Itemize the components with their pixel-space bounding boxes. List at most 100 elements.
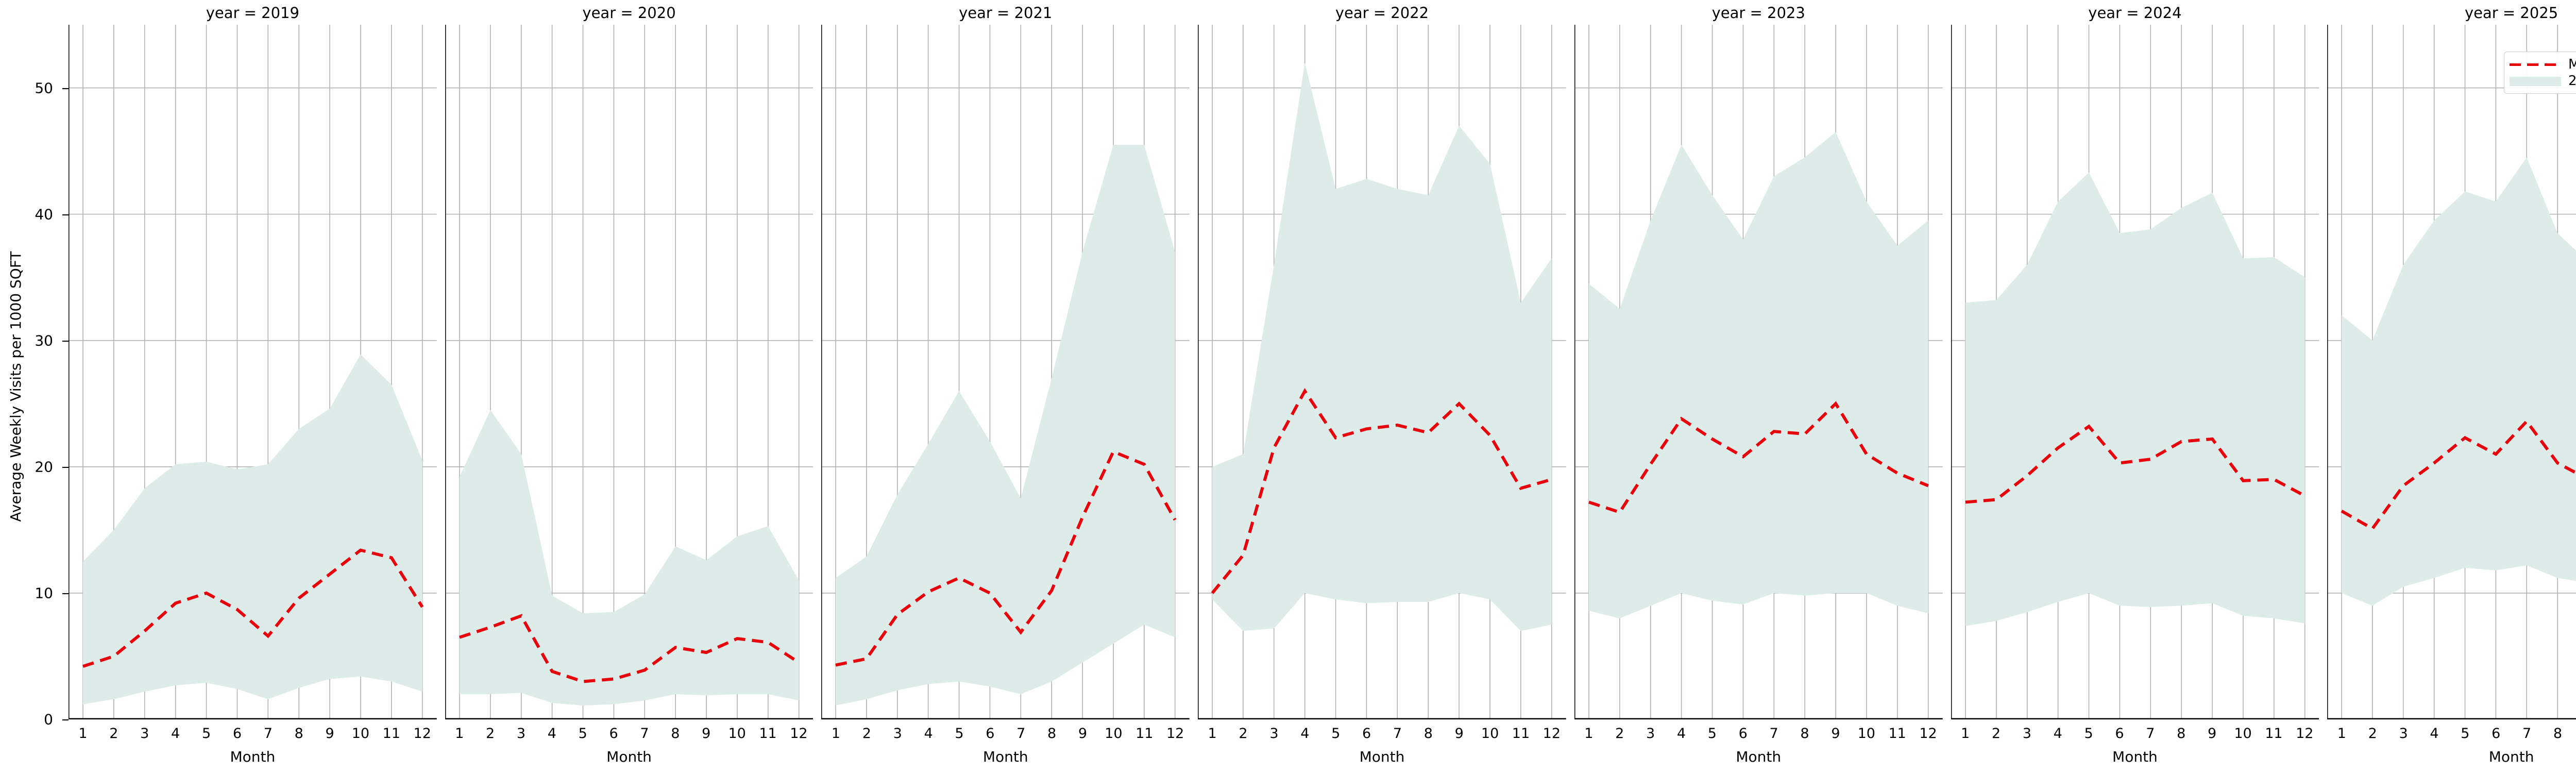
x-tick-label: 11 [759,726,777,742]
plot-area-2023 [1574,25,1943,719]
panel-title-2021: year = 2021 [959,4,1053,22]
y-tick-mark [62,88,69,89]
x-tick-label: 4 [1300,726,1310,742]
x-tick-label: 6 [232,726,242,742]
x-tick-label: 2 [862,726,871,742]
legend[interactable]: Median 25th-75th Percentile [2504,52,2576,94]
x-tick-label: 10 [728,726,746,742]
panel-title-2025: year = 2025 [2465,4,2558,22]
median-line-2025 [2341,418,2576,531]
x-tick-label: 2 [109,726,118,742]
panel-title-2019: year = 2019 [206,4,299,22]
percentile-band-2020 [459,410,799,706]
median-line-2020 [459,614,800,683]
y-tick-label: 30 [35,332,53,349]
x-tick-label: 8 [1047,726,1057,742]
x-tick-label: 4 [547,726,556,742]
x-tick-label: 5 [955,726,964,742]
x-tick-label: 4 [2430,726,2439,742]
legend-label-median: Median [2568,57,2576,72]
x-tick-label: 7 [2146,726,2155,742]
x-tick-label: 5 [578,726,587,742]
x-tick-label: 3 [2399,726,2408,742]
y-tick-mark [62,719,69,720]
median-line-2022 [1211,388,1552,594]
panel-title-2024: year = 2024 [2088,4,2182,22]
y-tick-mark [62,340,69,342]
y-tick-mark [62,214,69,215]
x-tick-label: 5 [1707,726,1717,742]
x-tick-label: 12 [2296,726,2314,742]
facet-panel-2024: year = 2024 1 2 3 4 5 6 7 8 9 10 11 12 Month [1951,0,2319,773]
percentile-band-2023 [1588,132,1928,618]
x-axis-label: Month [230,748,276,765]
x-tick-label: 3 [516,726,526,742]
facet-panel-2025: year = 2025123456789101112Month [2327,0,2576,773]
plot-area-2024 [1951,25,2319,719]
x-tick-label: 6 [1738,726,1748,742]
x-tick-label: 6 [2492,726,2501,742]
x-tick-label: 1 [1208,726,1217,742]
x-tick-label: 12 [1166,726,1184,742]
x-tick-label: 7 [263,726,273,742]
plot-svg [69,25,437,719]
x-tick-label: 6 [986,726,995,742]
plot-svg [445,25,814,719]
x-tick-label: 11 [1136,726,1154,742]
x-axis-label: Month [606,748,652,765]
median-line-2021 [835,449,1177,667]
x-tick-label: 4 [924,726,933,742]
x-tick-label: 2 [2368,726,2377,742]
x-tick-label: 10 [1105,726,1123,742]
x-tick-label: 5 [201,726,211,742]
x-tick-label: 11 [1888,726,1906,742]
x-axis-label: Month [1736,748,1782,765]
facet-panel-2022: year = 2022 1 2 3 4 5 6 7 8 9 10 11 12 Month [1198,0,1566,773]
x-tick-label: 4 [2053,726,2062,742]
x-tick-label: 2 [1615,726,1624,742]
x-axis-label: Month [1359,748,1405,765]
panel-title-2020: year = 2020 [582,4,676,22]
x-tick-label: 6 [609,726,618,742]
x-tick-label: 12 [413,726,431,742]
median-line-swatch-icon [2510,59,2561,70]
x-tick-label: 5 [2084,726,2093,742]
plot-area-2019 [69,25,437,719]
x-tick-label: 10 [1857,726,1875,742]
y-tick-mark [62,593,69,594]
x-axis-label: Month [982,748,1028,765]
x-tick-label: 11 [2265,726,2283,742]
percentile-band-2025 [2342,157,2576,606]
x-tick-label: 5 [2461,726,2470,742]
x-tick-label: 9 [1454,726,1464,742]
plot-svg [821,25,1190,719]
x-tick-label: 3 [2022,726,2031,742]
x-tick-label: 1 [455,726,464,742]
y-tick-label: 20 [35,458,53,476]
x-tick-label: 8 [294,726,303,742]
legend-item-band: 25th-75th Percentile [2510,73,2576,89]
percentile-band-2024 [1965,172,2305,626]
x-tick-label: 5 [1331,726,1341,742]
percentile-band-2021 [836,144,1176,706]
plot-svg [1951,25,2319,719]
x-tick-label: 3 [893,726,902,742]
percentile-band-2022 [1212,62,1552,631]
x-tick-label: 2 [1991,726,2001,742]
plot-svg [1574,25,1943,719]
plot-area-2021 [821,25,1190,719]
x-tick-label: 1 [78,726,88,742]
x-tick-label: 4 [1676,726,1686,742]
x-tick-label: 3 [1269,726,1279,742]
x-tick-label: 9 [1831,726,1840,742]
x-tick-label: 12 [790,726,808,742]
facet-panel-2021: year = 2021 1 2 3 4 5 6 7 8 9 10 11 12 Month [821,0,1190,773]
x-tick-label: 7 [2522,726,2532,742]
y-tick-mark [62,466,69,468]
x-tick-label: 12 [1543,726,1561,742]
x-tick-label: 10 [1481,726,1499,742]
x-tick-label: 9 [702,726,711,742]
y-axis: Average Weekly Visits per 1000 SQFT 0 10 2… [0,0,69,773]
x-tick-label: 7 [1393,726,1402,742]
